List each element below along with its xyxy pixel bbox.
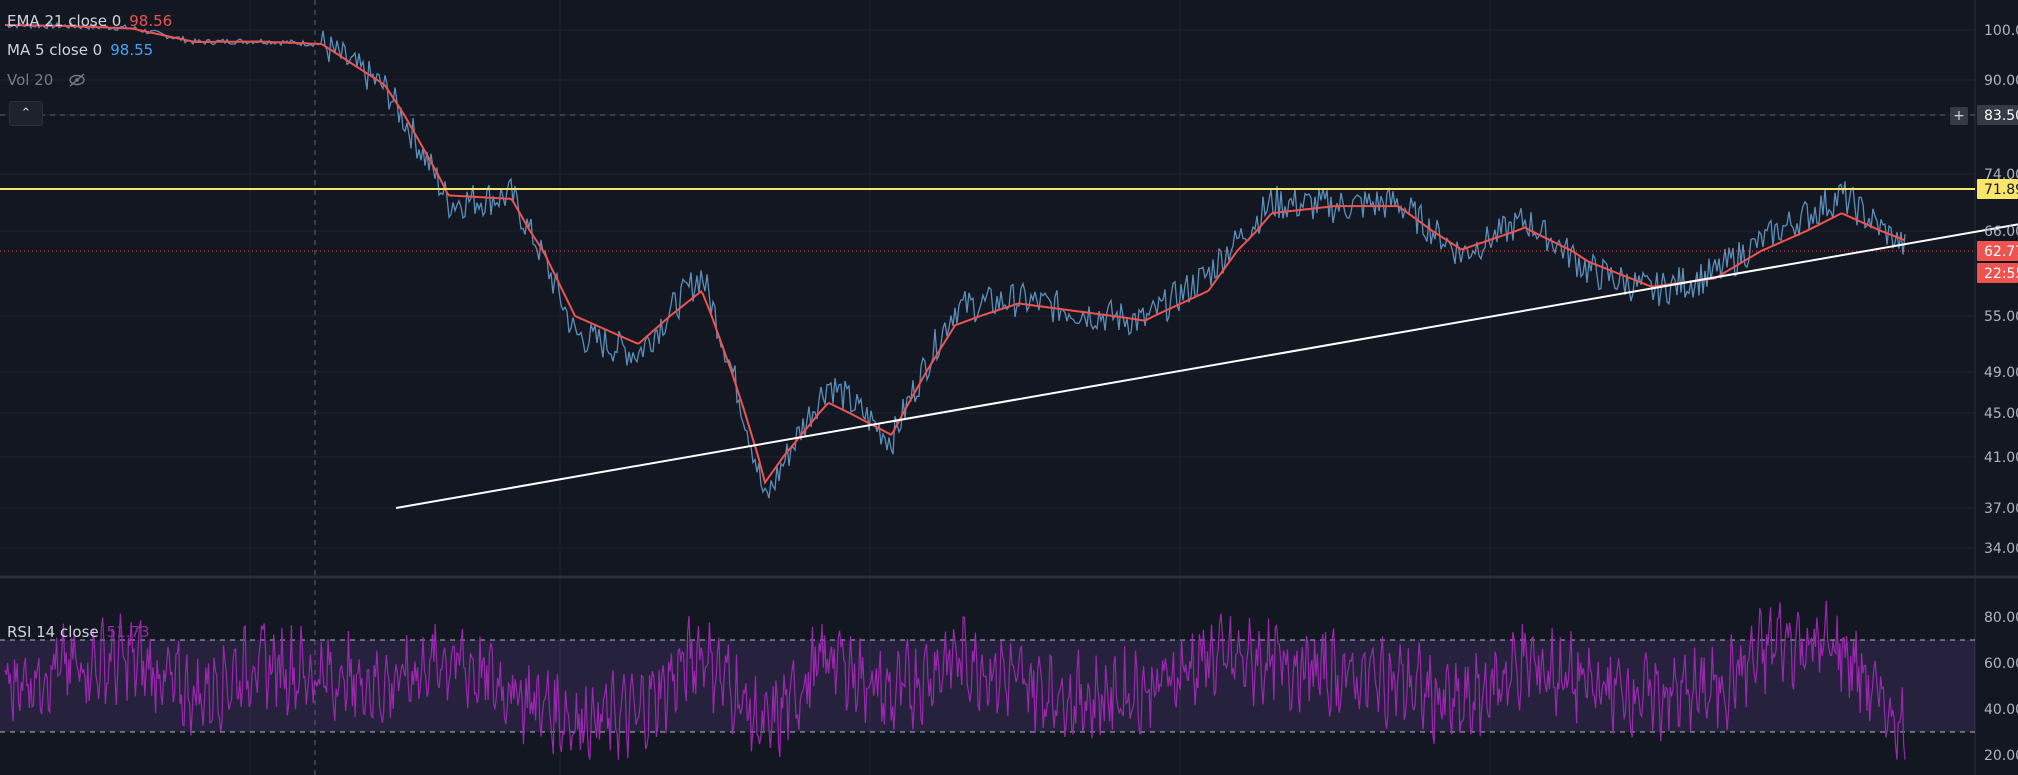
rsi-tick-3: 20.00 [1984,748,2018,764]
legend-ema[interactable]: EMA 21 close 0 98.56 [7,12,172,30]
price-tick-5: 55.00 [1984,309,2018,325]
rsi-tick-2: 40.00 [1984,702,2018,718]
rsi-axis[interactable]: 80.00 60.00 40.00 20.00 [1984,610,2018,764]
rsi-line [4,600,1906,760]
price-tick-1: 90.00 [1984,73,2018,89]
legend-ma-label: MA 5 close 0 [7,41,103,59]
countdown-label-bg [1977,263,2018,283]
collapse-legend-button[interactable]: ⌃ [9,101,43,126]
crosshair-price-label-bg [1977,105,2018,125]
rsi-tick-0: 80.00 [1984,610,2018,626]
trendline [395,223,2018,509]
price-tick-2: 83.50 [1984,108,2018,124]
price-tick-7: 45.00 [1984,406,2018,422]
legend-ema-value: 98.56 [129,12,173,30]
countdown-label: 22:55 [1984,266,2018,282]
price-tick-6: 49.00 [1984,365,2018,381]
eye-crossed-icon[interactable] [68,73,86,91]
ma-line [4,21,1906,499]
price-tick-9: 37.00 [1984,501,2018,517]
rsi-background [0,640,1975,732]
level-price-label: 71.89 [1984,182,2018,198]
legend-vol-label: Vol 20 [7,71,54,89]
legend-rsi-value: 51.73 [106,623,150,641]
legend-ma[interactable]: MA 5 close 0 98.55 [7,41,153,59]
rsi-band [0,639,1975,733]
plus-icon: + [1953,108,1965,124]
rsi-tick-1: 60.00 [1984,656,2018,672]
price-tick-10: 34.00 [1984,541,2018,557]
chevron-up-icon: ⌃ [20,106,32,121]
price-axis[interactable]: 100.00 90.00 83.50 74.00 66.00 55.00 49.00 45.0… [1977,23,2018,557]
rsi-series [4,600,1906,760]
legend-ema-label: EMA 21 close 0 [7,12,122,30]
legend-vol[interactable]: Vol 20 [7,71,86,91]
legend-rsi[interactable]: RSI 14 close 51.73 [7,623,150,641]
level-price-label-bg [1977,179,2018,200]
price-tick-8: 41.00 [1984,450,2018,466]
legend-ma-value: 98.55 [110,41,154,59]
overlays [0,188,2018,509]
ema-line [5,24,1906,485]
price-tick-4: 66.00 [1984,224,2018,240]
add-price-alert-button[interactable]: + [1950,107,1968,125]
price-tick-0: 100.00 [1984,23,2018,39]
last-price-label: 62.77 [1984,244,2018,260]
price-tick-3: 74.00 [1984,167,2018,183]
legend-rsi-label: RSI 14 close [7,623,99,641]
price-series [4,21,1906,499]
last-price-label-bg [1977,241,2018,261]
